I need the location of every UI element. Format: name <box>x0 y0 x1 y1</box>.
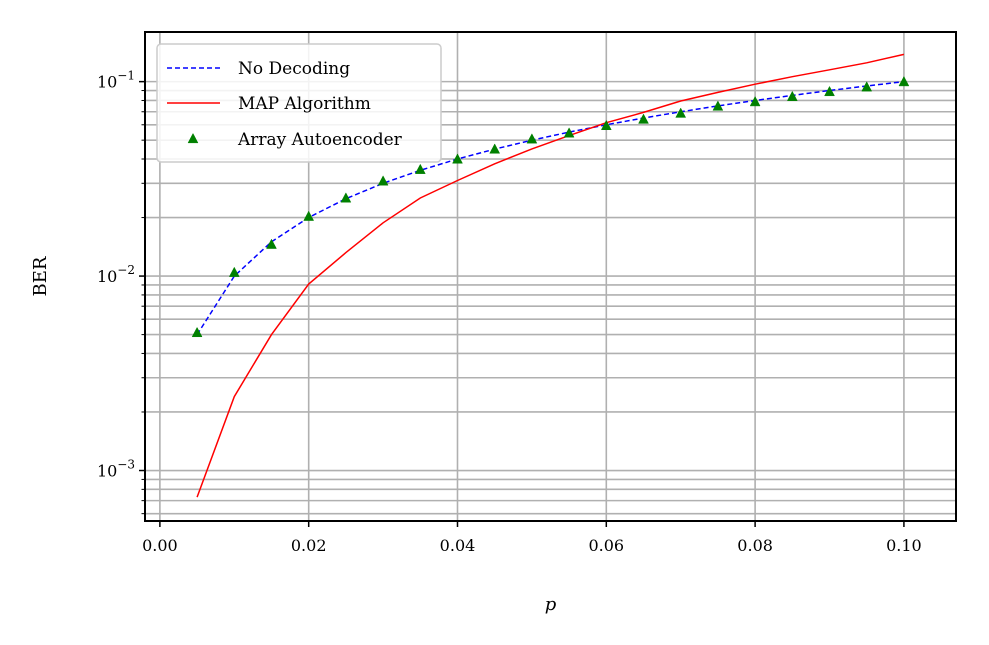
x-tick-label: 0.00 <box>142 536 178 555</box>
x-tick-label: 0.02 <box>291 536 327 555</box>
x-tick-label: 0.10 <box>886 536 922 555</box>
legend-box <box>156 43 442 163</box>
y-axis-label: BER <box>30 256 51 296</box>
array-autoencoder-point <box>191 326 203 338</box>
array-autoencoder-point <box>600 119 612 131</box>
legend-label: Array Autoencoder <box>237 130 403 150</box>
legend: No Decoding MAP Algorithm Array Autoencode… <box>156 43 442 163</box>
x-tick-label: 0.04 <box>440 536 476 555</box>
x-tick-label: 0.08 <box>737 536 773 555</box>
x-axis-label: p <box>545 594 557 615</box>
array-autoencoder-point <box>266 238 277 249</box>
legend-label: No Decoding <box>238 59 350 79</box>
array-autoencoder-point <box>675 107 687 118</box>
array-autoencoder-point <box>303 210 315 221</box>
array-autoencoder-point <box>563 127 575 138</box>
array-autoencoder-point <box>414 163 426 174</box>
legend-label: MAP Algorithm <box>238 94 371 114</box>
no-decoding-line <box>196 80 904 336</box>
array-autoencoder-point <box>712 100 724 111</box>
array-autoencoder-point <box>898 76 910 87</box>
array-autoencoder-point <box>452 153 463 164</box>
legend-marker-array-autoencoder <box>187 132 199 144</box>
array-autoencoder-point <box>786 90 798 101</box>
y-tick-label: 10−3 <box>97 458 135 481</box>
array-autoencoder-point <box>824 85 835 97</box>
array-autoencoder-point <box>526 133 538 144</box>
array-autoencoder-point <box>228 266 240 277</box>
array-autoencoder-point <box>489 143 501 154</box>
plot-series <box>191 53 910 498</box>
grid-lines <box>145 32 956 521</box>
x-tick-label: 0.06 <box>588 536 624 555</box>
array-autoencoder-point <box>340 192 352 203</box>
axis-ticks: 0.00 0.02 0.04 0.06 0.08 0.10 10−3 10−2 10−1 <box>97 69 922 555</box>
array-autoencoder-point <box>638 113 649 124</box>
array-autoencoder-point <box>377 175 389 186</box>
y-tick-label: 10−2 <box>97 263 135 286</box>
array-autoencoder-point <box>749 96 761 107</box>
map-algorithm-line <box>196 53 905 498</box>
array-autoencoder-point <box>861 81 873 92</box>
y-tick-label: 10−1 <box>97 69 135 92</box>
